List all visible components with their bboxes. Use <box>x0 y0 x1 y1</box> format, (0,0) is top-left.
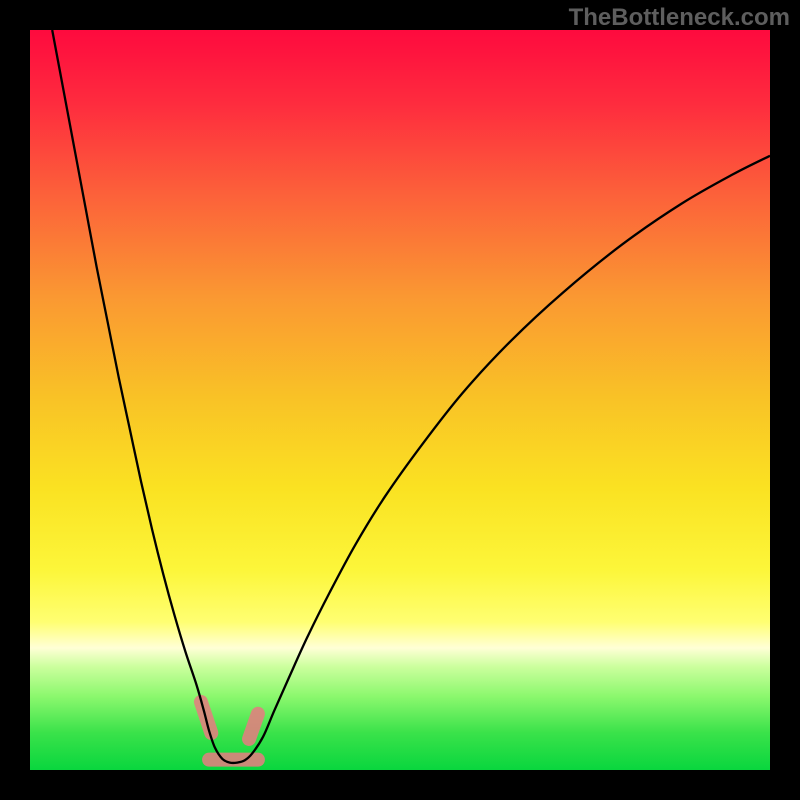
plot-area <box>30 30 770 770</box>
optimal-band-segment <box>249 714 258 739</box>
bottleneck-curve-chart <box>30 30 770 770</box>
watermark-text: TheBottleneck.com <box>569 4 790 32</box>
gradient-background <box>30 30 770 770</box>
chart-frame: TheBottleneck.com <box>0 0 800 800</box>
